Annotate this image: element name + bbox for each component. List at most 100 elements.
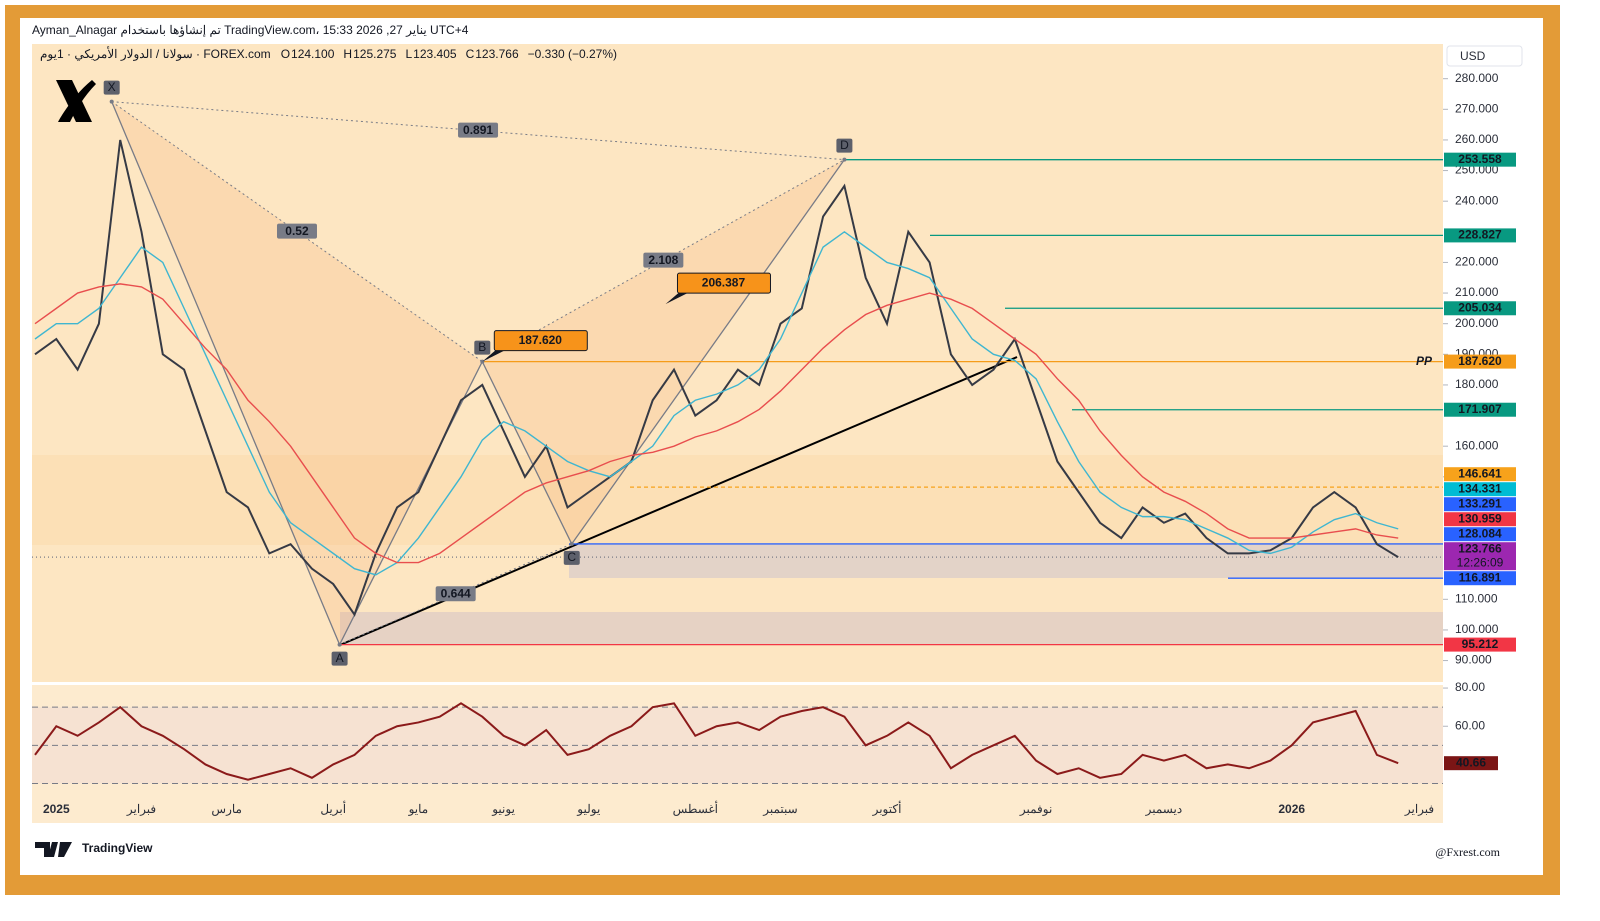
price-tag xyxy=(1444,512,1516,527)
currency-box xyxy=(1446,45,1523,67)
x-tick-label: سبتمبر xyxy=(762,802,797,816)
price-tag xyxy=(1444,497,1516,512)
watermark: @Fxrest.com xyxy=(1435,845,1500,859)
point-label: X xyxy=(108,80,116,94)
ratio-box xyxy=(643,252,684,268)
price-tag-label: 187.620 xyxy=(1458,354,1502,368)
callout-label: 206.387 xyxy=(702,275,746,289)
rsi-tag xyxy=(1444,756,1498,771)
ratio-label: 0.891 xyxy=(463,123,493,137)
price-tag-label: 133.291 xyxy=(1458,496,1502,510)
y-tick-label: 220.000 xyxy=(1455,255,1499,269)
price-tag-label: 134.331 xyxy=(1458,481,1502,495)
pattern-leg xyxy=(571,159,845,545)
y-tick-label: 180.000 xyxy=(1455,377,1499,391)
change: −0.330 (−0.27%) xyxy=(528,47,617,61)
rsi-tag-label: 40.66 xyxy=(1456,755,1486,769)
price-tag xyxy=(1444,354,1516,369)
ohlc-value: 124.100 xyxy=(291,47,335,61)
brand: TradingView xyxy=(82,841,153,855)
pattern-fill xyxy=(482,159,845,544)
y-tick-label: 280.000 xyxy=(1455,71,1499,85)
y-tick-label: 210.000 xyxy=(1455,285,1499,299)
price-tag xyxy=(1444,152,1516,167)
ohlc-value: 123.405 xyxy=(413,47,457,61)
y-tick-label: 260.000 xyxy=(1455,132,1499,146)
pattern-leg xyxy=(111,101,341,645)
symbol: سولانا / الدولار الأمريكي · 1يوم · FOREX… xyxy=(40,46,271,61)
y-tick-label: 200.000 xyxy=(1455,316,1499,330)
price-tag xyxy=(1444,542,1516,571)
ratio-box xyxy=(458,122,499,138)
price-tag-label: 123.766 xyxy=(1458,541,1502,555)
point-box xyxy=(474,340,491,355)
price-tag-label: 116.891 xyxy=(1459,570,1502,584)
pattern-point xyxy=(569,541,574,546)
pattern-point xyxy=(109,99,114,104)
logo xyxy=(56,80,96,122)
price-tag-label: 128.084 xyxy=(1458,526,1502,540)
x-tick-label: فبراير xyxy=(126,802,156,816)
callout-pointer xyxy=(665,292,690,305)
price-tag-label: 130.959 xyxy=(1458,511,1502,525)
ohlc-key: H xyxy=(343,47,352,61)
x-tick-label: مارس xyxy=(211,802,242,816)
price-tag xyxy=(1444,571,1516,586)
point-label: D xyxy=(840,138,849,152)
zone xyxy=(340,612,1443,645)
price-tag xyxy=(1444,402,1516,417)
level-tag: PP xyxy=(1416,354,1433,368)
x-tick-label: فبراير xyxy=(1404,802,1434,816)
callout-box xyxy=(493,330,588,352)
price-tag-label: 95.212 xyxy=(1462,637,1499,651)
author-line: Ayman_Alnagar تم إنشاؤها باستخدام Tradin… xyxy=(32,23,469,38)
x-tick-label: ديسمبر xyxy=(1145,802,1183,816)
x-tick-label: أكتوبر xyxy=(872,801,902,816)
pattern-point xyxy=(842,157,847,162)
price-tag xyxy=(1444,637,1516,652)
y-tick-label: 80.00 xyxy=(1455,680,1485,694)
callout-pointer xyxy=(482,349,507,362)
y-tick-label: 60.00 xyxy=(1455,718,1485,732)
price-line xyxy=(34,283,1399,564)
ratio-box xyxy=(435,586,476,602)
x-tick-label: أبريل xyxy=(320,801,346,816)
pattern-point xyxy=(337,642,342,647)
tradingview-logo: TradingView xyxy=(35,841,153,857)
callout-label: 187.620 xyxy=(519,333,563,347)
logo-stroke xyxy=(58,80,96,122)
price-tag xyxy=(1444,301,1516,316)
point-box xyxy=(563,550,580,565)
x-tick-label: 2025 xyxy=(43,802,70,816)
price-tag-label: 253.558 xyxy=(1458,152,1502,166)
x-tick-label: أغسطس xyxy=(673,801,718,816)
point-box xyxy=(836,138,853,153)
zone xyxy=(32,455,1443,545)
callout-box xyxy=(676,272,771,294)
price-tag-label: 205.034 xyxy=(1458,300,1502,314)
ratio-label: 0.52 xyxy=(285,224,309,238)
ohlc-key: L xyxy=(405,47,412,61)
price-tag xyxy=(1444,527,1516,542)
x-tick-label: نوفمبر xyxy=(1019,802,1052,816)
currency: USD xyxy=(1460,49,1486,63)
ohlc-key: C xyxy=(466,47,475,61)
tv-mark xyxy=(35,842,72,857)
pattern-leg xyxy=(339,361,483,645)
ohlc-key: O xyxy=(281,47,290,61)
y-tick-label: 110.000 xyxy=(1455,591,1498,605)
countdown: 12:26:09 xyxy=(1457,555,1504,569)
price-tag xyxy=(1444,482,1516,497)
y-tick-label: 160.000 xyxy=(1455,438,1499,452)
price-line xyxy=(34,230,1399,576)
zone xyxy=(569,545,1443,578)
ratio-box xyxy=(276,223,317,239)
ratio-label: 2.108 xyxy=(648,253,678,267)
y-tick-label: 240.000 xyxy=(1455,193,1499,207)
ratio-label: 0.644 xyxy=(441,586,471,600)
pattern-fill xyxy=(111,101,483,645)
ohlc-value: 123.766 xyxy=(475,47,519,61)
price-line xyxy=(34,139,1399,617)
